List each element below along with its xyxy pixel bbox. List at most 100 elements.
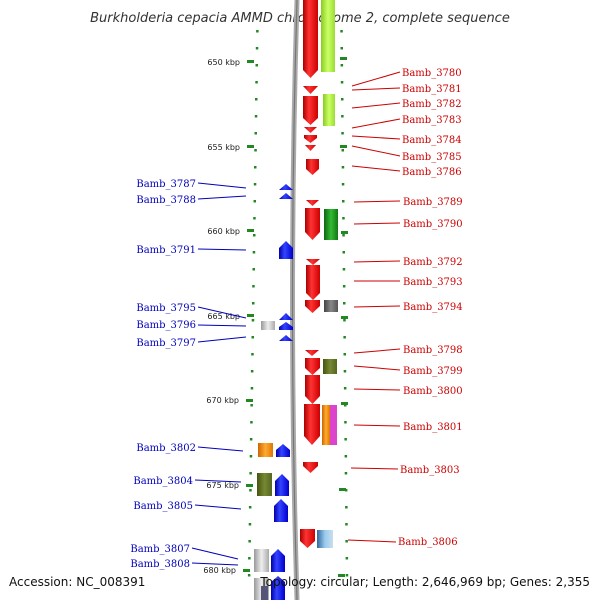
gene-label-Bamb_3787[interactable]: Bamb_3787	[136, 179, 196, 190]
gene-label-Bamb_3801[interactable]: Bamb_3801	[403, 422, 463, 433]
gene-label-Bamb_3782[interactable]: Bamb_3782	[402, 99, 462, 110]
gene-label-Bamb_3784[interactable]: Bamb_3784	[402, 135, 462, 146]
gene-Bamb_3781[interactable]	[303, 86, 318, 94]
gene-label-Bamb_3790[interactable]: Bamb_3790	[403, 219, 463, 230]
gene-Bamb_3785[interactable]	[305, 145, 316, 151]
gene-Bamb_3805[interactable]	[274, 499, 288, 522]
track-dot	[340, 64, 344, 67]
track-dot	[343, 319, 346, 322]
gene-label-Bamb_3789[interactable]: Bamb_3789	[403, 197, 463, 208]
gene-Bamb_3806[interactable]	[300, 529, 315, 548]
gene-label-Bamb_3786[interactable]: Bamb_3786	[402, 167, 462, 178]
track-dot	[345, 574, 349, 577]
gene-Bamb_3790[interactable]	[305, 208, 320, 240]
gene-Bamb_3801[interactable]	[304, 404, 320, 445]
scale-label-660: 660 kbp	[207, 227, 240, 236]
track-dot	[342, 200, 345, 203]
gene-Bamb_3789[interactable]	[306, 200, 319, 206]
gene-label-Bamb_3793[interactable]: Bamb_3793	[403, 277, 463, 288]
track-dot	[253, 183, 257, 186]
reverse-strand-genes	[271, 184, 293, 600]
gene-Bamb_3802[interactable]	[276, 444, 290, 457]
gene-label-Bamb_3806[interactable]: Bamb_3806	[398, 537, 458, 548]
track-dot	[249, 489, 252, 492]
gene-label-Bamb_3785[interactable]: Bamb_3785	[402, 152, 462, 163]
gene-Bamb_3808[interactable]	[271, 576, 285, 600]
gene-label-Bamb_3800[interactable]: Bamb_3800	[403, 386, 463, 397]
gene-Bamb_3794[interactable]	[305, 300, 320, 313]
track-dot	[340, 47, 343, 50]
gene-label-Bamb_3792[interactable]: Bamb_3792	[403, 257, 463, 268]
track-dot	[340, 30, 343, 33]
function-block	[261, 586, 268, 600]
gene-label-Bamb_3805[interactable]: Bamb_3805	[133, 501, 193, 512]
gene-Bamb_3791[interactable]	[279, 241, 293, 259]
function-block	[330, 405, 337, 445]
gene-Bamb_3786[interactable]	[306, 159, 319, 175]
gene-Bamb_3792[interactable]	[306, 259, 320, 265]
track-dot	[254, 115, 258, 118]
track-dot	[252, 268, 255, 271]
gene-Bamb_3782[interactable]	[303, 96, 318, 125]
track-dot	[344, 421, 347, 424]
gene-Bamb_3788[interactable]	[279, 193, 293, 199]
gene-label-Bamb_3799[interactable]: Bamb_3799	[403, 366, 463, 377]
gene-Bamb_3780[interactable]	[303, 0, 318, 78]
gene-Bamb_3799[interactable]	[305, 358, 320, 375]
gene-label-Bamb_3783[interactable]: Bamb_3783	[402, 115, 462, 126]
track-dot	[255, 98, 258, 101]
gene-label-Bamb_3808[interactable]: Bamb_3808	[130, 559, 190, 570]
gene-Bamb_3795[interactable]	[279, 313, 293, 320]
gene-label-Bamb_3791[interactable]: Bamb_3791	[136, 245, 196, 256]
track-dot	[341, 115, 344, 118]
track-dot	[250, 404, 253, 407]
track-dot	[343, 353, 346, 356]
track-dot	[253, 200, 256, 203]
gene-Bamb_3798[interactable]	[305, 350, 319, 356]
gene-Bamb_3796[interactable]	[279, 322, 293, 330]
scale-label-655: 655 kbp	[207, 143, 240, 152]
function-block	[324, 300, 338, 312]
scale-mark-675: 675 kbp	[206, 481, 346, 491]
gene-Bamb_3804[interactable]	[275, 474, 289, 496]
gene-label-Bamb_3804[interactable]: Bamb_3804	[133, 476, 193, 487]
gene-Bamb_3797[interactable]	[279, 335, 293, 341]
function-block	[322, 405, 330, 445]
map-title: Burkholderia cepacia AMMD chromosome 2, …	[90, 11, 510, 26]
gene-label-Bamb_3796[interactable]: Bamb_3796	[136, 320, 196, 331]
gene-Bamb_3800[interactable]	[305, 375, 320, 404]
gene-label-Bamb_3797[interactable]: Bamb_3797	[136, 338, 196, 349]
track-dot	[254, 166, 257, 169]
track-dot	[248, 540, 251, 543]
track-dot	[345, 557, 349, 560]
track-dot	[256, 30, 259, 33]
gene-label-Bamb_3781[interactable]: Bamb_3781	[402, 84, 462, 95]
gene-Bamb_3807[interactable]	[271, 549, 285, 572]
track-dot	[249, 455, 253, 458]
gene-Bamb_3787[interactable]	[279, 184, 293, 190]
track-dot	[249, 472, 252, 475]
scale-label-650: 650 kbp	[207, 58, 240, 67]
function-block	[258, 443, 273, 457]
scale-mark-670: 670 kbp	[206, 396, 348, 405]
gene-label-Bamb_3803[interactable]: Bamb_3803	[400, 465, 460, 476]
gene-Bamb_3793[interactable]	[306, 265, 320, 300]
gene-Bamb_3803[interactable]	[303, 462, 318, 473]
function-block	[321, 0, 335, 72]
function-block	[323, 359, 337, 374]
gene-Bamb_3783[interactable]	[304, 127, 317, 133]
scale-label-675: 675 kbp	[206, 481, 239, 490]
gene-label-Bamb_3795[interactable]: Bamb_3795	[136, 303, 196, 314]
track-dot	[251, 319, 255, 322]
track-dot	[344, 472, 348, 475]
gene-Bamb_3784[interactable]	[304, 135, 317, 143]
track-dot	[252, 251, 256, 254]
gene-label-Bamb_3798[interactable]: Bamb_3798	[403, 345, 463, 356]
gene-label-Bamb_3807[interactable]: Bamb_3807	[130, 544, 190, 555]
function-block	[254, 549, 269, 572]
scale-mark-665: 665 kbp	[207, 312, 348, 321]
gene-label-Bamb_3802[interactable]: Bamb_3802	[136, 443, 196, 454]
gene-label-Bamb_3794[interactable]: Bamb_3794	[403, 302, 463, 313]
gene-label-Bamb_3780[interactable]: Bamb_3780	[402, 68, 462, 79]
gene-label-Bamb_3788[interactable]: Bamb_3788	[136, 195, 196, 206]
